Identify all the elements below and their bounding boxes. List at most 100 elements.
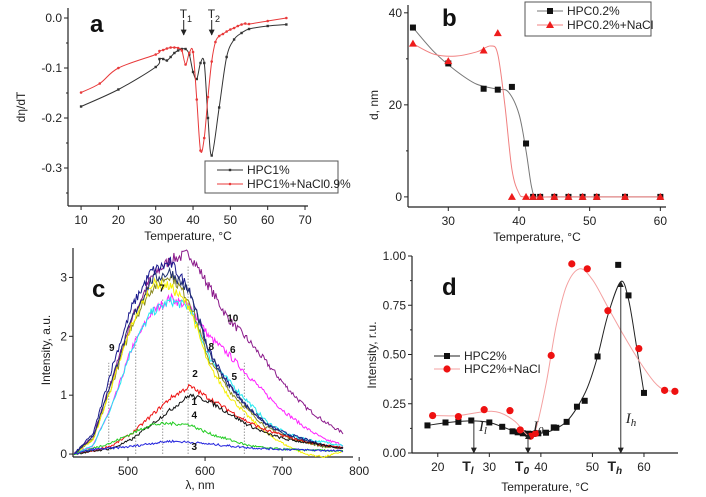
data-point bbox=[195, 98, 199, 101]
panel-d: 20 30 40 50 60 0.00 0.25 0.50 0.75 1.00 Temperatur… bbox=[365, 249, 679, 494]
data-point bbox=[161, 57, 165, 61]
data-point bbox=[229, 28, 232, 31]
spectrum-line-2 bbox=[74, 383, 344, 455]
legend: HPC1%HPC1%+NaCl0.9% bbox=[204, 160, 351, 194]
intensity-label: Il bbox=[478, 419, 487, 437]
data-point bbox=[516, 426, 524, 434]
data-point bbox=[154, 65, 157, 69]
legend-marker bbox=[443, 365, 451, 373]
data-point bbox=[165, 59, 169, 62]
spectrum-line-unlabeled bbox=[73, 276, 344, 459]
data-point bbox=[98, 82, 102, 85]
data-point bbox=[660, 386, 669, 394]
data-point bbox=[522, 192, 531, 200]
data-point bbox=[519, 430, 526, 437]
data-point bbox=[210, 154, 213, 157]
intensity-label: Ih bbox=[625, 411, 637, 429]
y-tick-label: 0 bbox=[395, 190, 402, 204]
series-HPC1% bbox=[79, 23, 288, 157]
data-point bbox=[217, 34, 221, 38]
curve-label: 7 bbox=[159, 284, 165, 295]
data-point bbox=[206, 116, 210, 120]
temperature-subscript: 0 bbox=[523, 466, 529, 477]
legend-label: HPC0.2%+NaCl bbox=[567, 18, 653, 32]
temperature-marker-label: T0 bbox=[515, 458, 530, 477]
transition-symbol: T bbox=[208, 7, 216, 21]
data-point bbox=[578, 192, 587, 200]
legend-box bbox=[204, 160, 339, 194]
series-HPC0.2% bbox=[409, 24, 664, 200]
data-point bbox=[173, 46, 176, 49]
y-tick-label: -0.3 bbox=[41, 161, 62, 175]
y-tick-label: 2 bbox=[60, 329, 67, 343]
temperature-subscript: l bbox=[471, 466, 474, 477]
series-HPC2% bbox=[424, 261, 647, 437]
data-point bbox=[161, 48, 165, 52]
temperature-symbol: T bbox=[607, 458, 616, 474]
data-point bbox=[671, 387, 679, 395]
spectrum-line-9 bbox=[73, 256, 344, 455]
data-point bbox=[285, 16, 288, 20]
transition-label: T1 bbox=[180, 7, 192, 24]
series-line bbox=[427, 280, 645, 435]
data-point bbox=[176, 49, 180, 52]
data-point bbox=[165, 47, 169, 50]
data-point bbox=[195, 77, 198, 81]
x-tick-label: 30 bbox=[483, 460, 497, 474]
series-line bbox=[432, 268, 675, 437]
x-tick-label: 30 bbox=[442, 214, 456, 228]
intensity-symbol: I bbox=[478, 419, 485, 435]
legend-marker bbox=[228, 168, 232, 172]
data-point bbox=[240, 31, 243, 35]
spectrum-line-3 bbox=[74, 439, 344, 455]
data-point bbox=[247, 27, 251, 31]
data-point bbox=[117, 66, 120, 70]
data-point bbox=[499, 423, 506, 430]
curve-label: 6 bbox=[230, 345, 236, 356]
x-axis-label: Temperature, °C bbox=[144, 229, 232, 243]
data-point bbox=[154, 53, 158, 56]
legend-label: HPC1%+NaCl0.9% bbox=[247, 177, 351, 191]
x-tick-label: 10 bbox=[74, 213, 88, 227]
intensity-label: I0 bbox=[532, 419, 544, 437]
y-tick-label: -0.2 bbox=[41, 111, 62, 125]
data-point bbox=[604, 307, 612, 315]
data-point bbox=[493, 29, 502, 37]
data-point bbox=[169, 55, 172, 59]
data-point bbox=[214, 40, 217, 44]
data-point bbox=[117, 88, 120, 91]
legend-label: HPC1% bbox=[247, 163, 290, 177]
x-tick-label: 50 bbox=[583, 214, 597, 228]
data-point bbox=[480, 85, 487, 92]
panel-a: 10 20 30 40 50 60 70 0.0 -0.1 -0.2 -0.3 Temperature… bbox=[14, 7, 351, 243]
legend-marker bbox=[228, 182, 232, 186]
intensity-symbol: I bbox=[532, 419, 539, 435]
data-point bbox=[635, 344, 643, 353]
y-tick-label: 3 bbox=[60, 270, 67, 284]
data-point bbox=[158, 49, 161, 53]
data-point bbox=[232, 26, 236, 30]
spectrum-line-10 bbox=[73, 249, 344, 456]
data-point bbox=[621, 192, 630, 200]
data-point bbox=[547, 351, 555, 360]
series-line bbox=[80, 24, 287, 157]
data-point bbox=[507, 192, 516, 200]
spectrum-line-1 bbox=[73, 393, 343, 456]
curve-label: 5 bbox=[232, 372, 238, 383]
x-axis-label: Temperature, °C bbox=[493, 230, 581, 244]
panel-label: c bbox=[92, 276, 105, 303]
series-HPC1%+NaCl0.9% bbox=[79, 16, 288, 154]
data-point bbox=[523, 140, 530, 147]
temperature-marker-label: Th bbox=[607, 458, 622, 477]
data-point bbox=[202, 136, 206, 140]
data-point bbox=[536, 192, 545, 200]
data-point bbox=[509, 428, 516, 435]
data-point bbox=[184, 63, 187, 66]
x-axis-label: Temperature, °C bbox=[501, 480, 589, 494]
data-point bbox=[221, 32, 225, 36]
intensity-subscript: h bbox=[631, 417, 637, 429]
x-tick-label: 700 bbox=[272, 464, 292, 478]
x-tick-label: 500 bbox=[118, 464, 138, 478]
data-point bbox=[409, 24, 416, 31]
